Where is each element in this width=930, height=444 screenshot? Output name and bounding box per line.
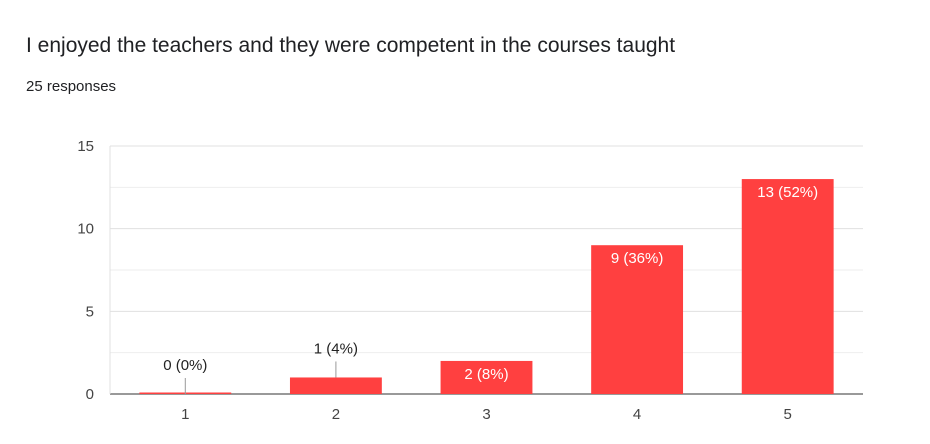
x-tick-label: 1 — [181, 406, 189, 423]
response-count: 25 responses — [26, 78, 117, 95]
y-tick-label: 5 — [86, 303, 94, 320]
bar — [591, 245, 684, 394]
x-axis-ticks: 1 2 3 4 5 — [181, 406, 792, 423]
bar — [741, 179, 834, 394]
x-tick-label: 5 — [784, 406, 792, 423]
y-axis-ticks: 0 5 10 15 — [77, 138, 94, 403]
bar-data-label: 0 (0%) — [163, 357, 207, 374]
bar-data-label: 2 (8%) — [464, 366, 508, 383]
bar-data-label: 13 (52%) — [757, 184, 818, 201]
y-tick-label: 0 — [86, 386, 94, 403]
y-tick-label: 10 — [77, 221, 94, 238]
chart-title: I enjoyed the teachers and they were com… — [26, 34, 676, 57]
bar — [289, 377, 382, 394]
x-tick-label: 2 — [332, 406, 340, 423]
y-tick-label: 15 — [77, 138, 94, 155]
gridlines — [109, 145, 863, 395]
x-tick-label: 3 — [482, 406, 490, 423]
bar-data-label: 1 (4%) — [314, 340, 358, 357]
bar — [440, 360, 533, 394]
bars: 0 (0%) 1 (4%) 2 (8%) 9 (36%) 13 (52%) — [139, 179, 834, 394]
x-tick-label: 4 — [633, 406, 641, 423]
bar-data-label: 9 (36%) — [611, 250, 664, 267]
